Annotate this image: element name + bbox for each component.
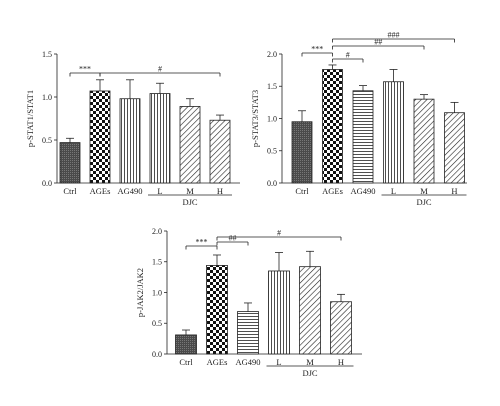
bar	[268, 270, 290, 355]
bar	[413, 98, 435, 184]
x-tick-label: Ctrl	[295, 186, 309, 196]
significance-label: ***	[196, 238, 208, 247]
bar	[149, 93, 171, 184]
x-tick-label: H	[217, 186, 223, 196]
y-axis-title: p-JAK2/JAK2	[135, 268, 145, 317]
bar	[237, 311, 259, 355]
y-axis-title: p-STAT3/STAT3	[250, 90, 260, 147]
y-tick-label: 1.5	[152, 258, 162, 267]
bar	[299, 266, 321, 355]
x-tick-label: AG490	[117, 186, 142, 196]
y-tick-label: 1.0	[267, 114, 277, 123]
x-tick-label: L	[391, 186, 396, 196]
bar	[209, 119, 231, 184]
x-tick-label: Ctrl	[63, 186, 77, 196]
x-tick-label: AG490	[235, 357, 260, 367]
y-tick-label: 1.0	[42, 93, 52, 102]
bar	[119, 98, 141, 184]
significance-label: ##	[229, 234, 237, 243]
bar	[383, 81, 404, 184]
bar	[352, 90, 374, 184]
significance-label: ***	[79, 65, 91, 74]
y-tick-label: 0.5	[267, 147, 277, 156]
y-axis-title: p-STAT1/STAT1	[25, 90, 35, 147]
bar	[89, 90, 111, 184]
bar	[291, 121, 313, 184]
significance-label: #	[277, 229, 281, 238]
chart-panel-jak2: 0.0 0.5 1.0 1.5 2.0 p-JAK2/JAK2 Ctrl AGEs AG490 L…	[135, 227, 362, 378]
chart-panel-stat3: 0.0 0.5 1.0 1.5 2.0 p-STAT3/STAT3 Ctrl AGEs AG49…	[250, 31, 467, 207]
x-tick-label: AGEs	[90, 186, 111, 196]
bar	[59, 142, 81, 184]
group-label: DJC	[182, 197, 197, 207]
y-tick-label: 0.5	[152, 319, 162, 328]
x-tick-label: H	[338, 357, 344, 367]
x-tick-label: L	[157, 186, 162, 196]
x-tick-label: M	[306, 357, 314, 367]
y-tick-label: 1.5	[42, 50, 52, 59]
y-tick-label: 2.0	[152, 227, 162, 236]
x-tick-label: AG490	[350, 186, 375, 196]
group-label: DJC	[302, 368, 317, 378]
y-tick-label: 0.0	[152, 350, 162, 359]
x-tick-label: L	[276, 357, 281, 367]
x-tick-label: H	[451, 186, 457, 196]
x-tick-label: AGEs	[207, 357, 228, 367]
x-tick-label: M	[186, 186, 194, 196]
x-tick-label: M	[420, 186, 428, 196]
y-tick-label: 1.5	[267, 82, 277, 91]
chart-panel-stat1: 0.0 0.5 1.0 1.5 p-STAT1/STAT1 Ctrl AGEs AG490 L M…	[25, 50, 240, 207]
significance-label: ##	[374, 38, 382, 47]
bar	[179, 106, 201, 184]
group-label: DJC	[416, 197, 431, 207]
significance-label: ***	[311, 45, 323, 54]
bar	[175, 334, 197, 355]
y-tick-label: 1.0	[152, 288, 162, 297]
bar	[330, 301, 352, 355]
y-tick-label: 0.0	[42, 179, 52, 188]
significance-label: #	[158, 65, 162, 74]
bar	[206, 265, 228, 355]
bar	[444, 112, 465, 184]
bar	[322, 69, 343, 184]
y-tick-label: 2.0	[267, 50, 277, 59]
x-tick-label: Ctrl	[179, 357, 193, 367]
y-tick-label: 0.0	[267, 179, 277, 188]
x-tick-label: AGEs	[322, 186, 343, 196]
significance-label: #	[346, 51, 350, 60]
significance-label: ###	[388, 31, 400, 40]
y-tick-label: 0.5	[42, 136, 52, 145]
